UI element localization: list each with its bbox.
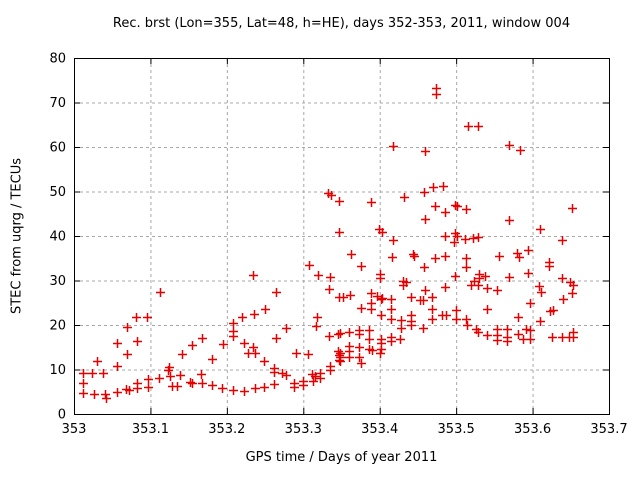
y-tick-label: 40 xyxy=(49,230,66,245)
chart-title: Rec. brst (Lon=355, Lat=48, h=HE), days … xyxy=(112,16,571,31)
y-tick-label: 10 xyxy=(49,363,66,378)
x-tick-label: 353.6 xyxy=(514,422,551,437)
y-tick-label: 80 xyxy=(49,52,66,67)
x-tick-label: 353.7 xyxy=(590,422,627,437)
y-axis-label: STEC from uqrg / TECUs xyxy=(9,157,25,315)
y-tick-label: 70 xyxy=(49,96,66,111)
axis-ticks xyxy=(74,58,610,415)
y-tick-label: 0 xyxy=(58,408,66,423)
y-tick-label: 50 xyxy=(49,185,66,200)
x-tick-label: 353.2 xyxy=(208,422,245,437)
y-tick-label: 30 xyxy=(49,274,66,289)
x-tick-label: 353.3 xyxy=(285,422,322,437)
y-tick-label: 60 xyxy=(49,141,66,156)
x-axis-label: GPS time / Days of year 2011 xyxy=(245,450,438,465)
data-markers xyxy=(79,84,578,403)
x-tick-label: 353.1 xyxy=(132,422,169,437)
x-tick-label: 353.5 xyxy=(438,422,475,437)
y-tick-label: 20 xyxy=(49,319,66,334)
x-tick-label: 353 xyxy=(62,422,87,437)
tick-labels: 353 353.1 353.2 353.3 353.4 353.5 353.6 353.7 0 1… xyxy=(49,52,627,438)
x-tick-label: 353.4 xyxy=(361,422,398,437)
